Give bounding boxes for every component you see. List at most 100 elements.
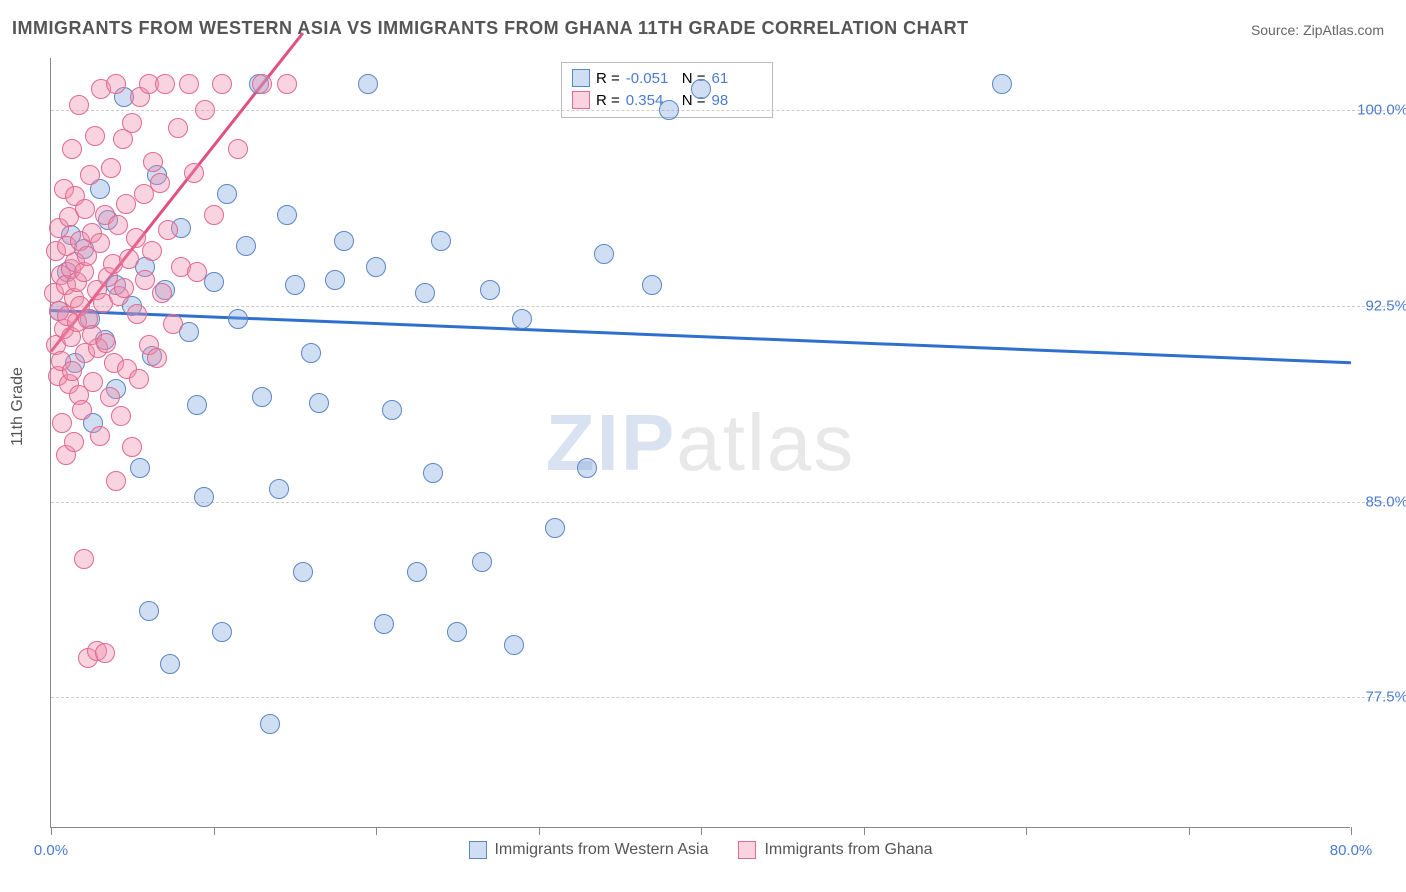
source-label: Source: ZipAtlas.com xyxy=(1251,22,1384,38)
legend-swatch xyxy=(572,91,590,109)
data-point xyxy=(101,158,121,178)
data-point xyxy=(187,262,207,282)
data-point xyxy=(512,309,532,329)
watermark-atlas: atlas xyxy=(676,398,855,487)
data-point xyxy=(236,236,256,256)
data-point xyxy=(472,552,492,572)
data-point xyxy=(90,426,110,446)
gridline-y xyxy=(51,306,1390,307)
data-point xyxy=(252,74,272,94)
data-point xyxy=(545,518,565,538)
data-point xyxy=(100,387,120,407)
x-tick xyxy=(1026,827,1027,835)
x-axis-label: 80.0% xyxy=(1330,842,1373,859)
data-point xyxy=(158,220,178,240)
data-point xyxy=(217,184,237,204)
legend-swatch xyxy=(738,841,756,859)
data-point xyxy=(142,241,162,261)
y-tick-label: 100.0% xyxy=(1354,102,1406,119)
legend-r-label: R = xyxy=(596,70,620,87)
x-tick xyxy=(1189,827,1190,835)
data-point xyxy=(195,100,215,120)
series-legend: Immigrants from Western Asia Immigrants f… xyxy=(468,841,932,859)
data-point xyxy=(69,95,89,115)
data-point xyxy=(163,314,183,334)
data-point xyxy=(75,199,95,219)
data-point xyxy=(212,74,232,94)
y-axis-title: 11th Grade xyxy=(9,367,27,446)
data-point xyxy=(659,100,679,120)
data-point xyxy=(108,215,128,235)
data-point xyxy=(334,231,354,251)
legend-label: Immigrants from Western Asia xyxy=(494,841,708,859)
data-point xyxy=(83,372,103,392)
data-point xyxy=(285,275,305,295)
data-point xyxy=(143,152,163,172)
data-point xyxy=(415,283,435,303)
data-point xyxy=(106,74,126,94)
data-point xyxy=(691,79,711,99)
legend-label: Immigrants from Ghana xyxy=(764,841,932,859)
data-point xyxy=(150,173,170,193)
data-point xyxy=(122,437,142,457)
data-point xyxy=(309,393,329,413)
data-point xyxy=(358,74,378,94)
gridline-y xyxy=(51,697,1390,698)
data-point xyxy=(301,343,321,363)
data-point xyxy=(423,463,443,483)
data-point xyxy=(269,479,289,499)
legend-item: Immigrants from Ghana xyxy=(738,841,932,859)
data-point xyxy=(204,205,224,225)
data-point xyxy=(64,432,84,452)
data-point xyxy=(111,406,131,426)
x-tick xyxy=(701,827,702,835)
data-point xyxy=(480,280,500,300)
data-point xyxy=(62,139,82,159)
data-point xyxy=(152,283,172,303)
x-tick xyxy=(51,827,52,835)
data-point xyxy=(382,400,402,420)
data-point xyxy=(106,471,126,491)
data-point xyxy=(212,622,232,642)
gridline-y xyxy=(51,110,1390,111)
data-point xyxy=(179,74,199,94)
x-tick xyxy=(1351,827,1352,835)
data-point xyxy=(277,205,297,225)
data-point xyxy=(130,458,150,478)
data-point xyxy=(147,348,167,368)
legend-n-value: 61 xyxy=(712,70,762,87)
legend-swatch xyxy=(572,69,590,87)
x-axis-label: 0.0% xyxy=(34,842,68,859)
plot-area: ZIPatlas R =-0.051N =61R =0.354N =98 Imm… xyxy=(50,58,1350,828)
data-point xyxy=(642,275,662,295)
legend-swatch xyxy=(468,841,486,859)
legend-n-value: 98 xyxy=(712,92,762,109)
data-point xyxy=(160,654,180,674)
data-point xyxy=(114,278,134,298)
data-point xyxy=(62,361,82,381)
data-point xyxy=(187,395,207,415)
data-point xyxy=(504,635,524,655)
data-point xyxy=(228,309,248,329)
data-point xyxy=(260,714,280,734)
data-point xyxy=(992,74,1012,94)
x-tick xyxy=(214,827,215,835)
data-point xyxy=(407,562,427,582)
data-point xyxy=(122,113,142,133)
data-point xyxy=(184,163,204,183)
data-point xyxy=(85,126,105,146)
data-point xyxy=(116,194,136,214)
data-point xyxy=(127,304,147,324)
data-point xyxy=(168,118,188,138)
data-point xyxy=(252,387,272,407)
y-tick-label: 77.5% xyxy=(1354,689,1406,706)
legend-r-label: R = xyxy=(596,92,620,109)
data-point xyxy=(95,643,115,663)
data-point xyxy=(90,233,110,253)
data-point xyxy=(228,139,248,159)
data-point xyxy=(72,400,92,420)
data-point xyxy=(80,165,100,185)
watermark-zip: ZIP xyxy=(546,398,676,487)
legend-r-value: -0.051 xyxy=(626,70,676,87)
data-point xyxy=(577,458,597,478)
